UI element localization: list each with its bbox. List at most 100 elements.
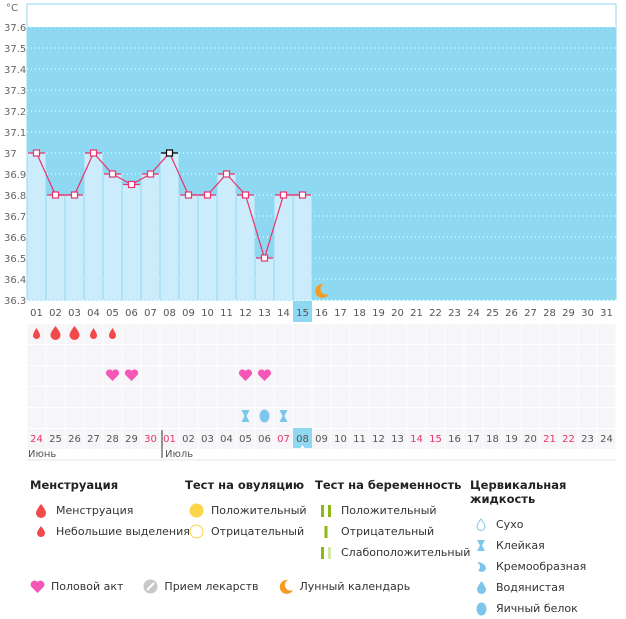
legend-item: Лунный календарь xyxy=(299,580,411,593)
temperature-point xyxy=(298,191,307,199)
heart-icon xyxy=(238,369,253,381)
symptom-cell xyxy=(312,429,331,449)
symptom-cell xyxy=(350,387,369,407)
legend-bottom: Половой акт Прием лекарств Лунный календ… xyxy=(30,579,430,594)
temperature-point xyxy=(146,170,155,178)
symptom-cell xyxy=(141,345,160,365)
menstruation-drop-icon xyxy=(69,326,80,340)
symptom-cell xyxy=(312,387,331,407)
cycle-day-label: 26 xyxy=(505,308,518,319)
symptom-cell xyxy=(559,387,578,407)
symptom-cell xyxy=(331,345,350,365)
heart-icon xyxy=(105,369,120,381)
fluid-dry-icon xyxy=(470,518,492,531)
temperature-point xyxy=(51,191,60,199)
symptom-cell xyxy=(540,387,559,407)
symptom-cell xyxy=(160,345,179,365)
symptom-cell xyxy=(217,345,236,365)
symptom-cell xyxy=(198,408,217,428)
symptom-cell xyxy=(141,366,160,386)
symptom-cell xyxy=(160,324,179,344)
fluid-sticky-icon xyxy=(470,539,492,552)
symptom-cell xyxy=(464,429,483,449)
calendar-date-label: 28 xyxy=(106,434,119,445)
calendar-date-label: 24 xyxy=(600,434,613,445)
calendar-date-label: 04 xyxy=(220,434,233,445)
y-tick-label: 37.5 xyxy=(4,44,26,55)
symptom-cell xyxy=(274,366,293,386)
symptom-cell xyxy=(46,387,65,407)
calendar-date-label: 03 xyxy=(201,434,214,445)
temperature-bar xyxy=(65,195,84,300)
symptom-cell xyxy=(293,324,312,344)
symptom-cell xyxy=(293,345,312,365)
symptom-cell xyxy=(350,324,369,344)
symptom-cell xyxy=(426,324,445,344)
cycle-day-label: 12 xyxy=(239,308,252,319)
y-tick-label: 36.8 xyxy=(4,191,26,202)
symptom-cell xyxy=(236,324,255,344)
symptom-cell xyxy=(65,429,84,449)
symptom-cell xyxy=(236,429,255,449)
cycle-day-label: 06 xyxy=(125,308,138,319)
symptom-cell xyxy=(274,429,293,449)
calendar-date-label: 20 xyxy=(524,434,537,445)
symptom-cell xyxy=(198,324,217,344)
symptom-cell xyxy=(559,408,578,428)
cycle-day-label: 29 xyxy=(562,308,575,319)
legend-item: Отрицательный xyxy=(341,525,435,538)
cycle-day-label: 22 xyxy=(429,308,442,319)
temperature-bar xyxy=(103,174,122,300)
calendar-date-label: 26 xyxy=(68,434,81,445)
symptom-cell xyxy=(464,408,483,428)
symptom-cell xyxy=(464,366,483,386)
symptom-cell xyxy=(103,387,122,407)
cycle-day-label: 02 xyxy=(49,308,62,319)
cycle-day-label: 27 xyxy=(524,308,537,319)
y-tick-label: 36.4 xyxy=(4,275,26,286)
temperature-bar xyxy=(198,195,217,300)
symptom-cell xyxy=(445,324,464,344)
symptom-cell xyxy=(388,345,407,365)
temperature-point xyxy=(260,254,269,262)
cycle-day-label: 05 xyxy=(106,308,119,319)
symptom-cell xyxy=(426,366,445,386)
temperature-bar xyxy=(160,153,179,300)
symptom-cell xyxy=(179,387,198,407)
legend-item: Яичный белок xyxy=(496,602,578,615)
y-tick-label: 37.6 xyxy=(4,23,26,34)
symptom-cell xyxy=(217,408,236,428)
temperature-bar xyxy=(179,195,198,300)
symptom-cell xyxy=(521,345,540,365)
symptom-cell xyxy=(160,408,179,428)
symptom-cell xyxy=(217,324,236,344)
symptom-cell xyxy=(350,366,369,386)
symptom-cell xyxy=(122,387,141,407)
symptom-cell xyxy=(578,387,597,407)
symptom-cell xyxy=(350,429,369,449)
symptom-cell xyxy=(540,324,559,344)
symptom-cell xyxy=(483,408,502,428)
symptom-cell xyxy=(483,387,502,407)
y-tick-label: 36.6 xyxy=(4,233,26,244)
symptom-cell xyxy=(312,366,331,386)
menstruation-drop-icon xyxy=(109,328,116,339)
symptom-cell xyxy=(559,345,578,365)
symptom-rows xyxy=(27,324,616,449)
temperature-bar xyxy=(27,153,46,300)
today-highlight xyxy=(293,301,312,322)
cycle-day-label: 25 xyxy=(486,308,499,319)
legend-item: Небольшие выделения xyxy=(56,525,190,538)
legend-item: Положительный xyxy=(211,504,307,517)
symptom-cell xyxy=(27,387,46,407)
calendar-date-label: 27 xyxy=(87,434,100,445)
symptom-cell xyxy=(407,429,426,449)
symptom-cell xyxy=(198,366,217,386)
symptom-cell xyxy=(274,387,293,407)
symptom-cell xyxy=(350,408,369,428)
symptom-cell xyxy=(84,387,103,407)
symptom-cell xyxy=(445,366,464,386)
symptom-cell xyxy=(236,345,255,365)
temperature-bar xyxy=(293,195,312,300)
symptom-cell xyxy=(502,345,521,365)
